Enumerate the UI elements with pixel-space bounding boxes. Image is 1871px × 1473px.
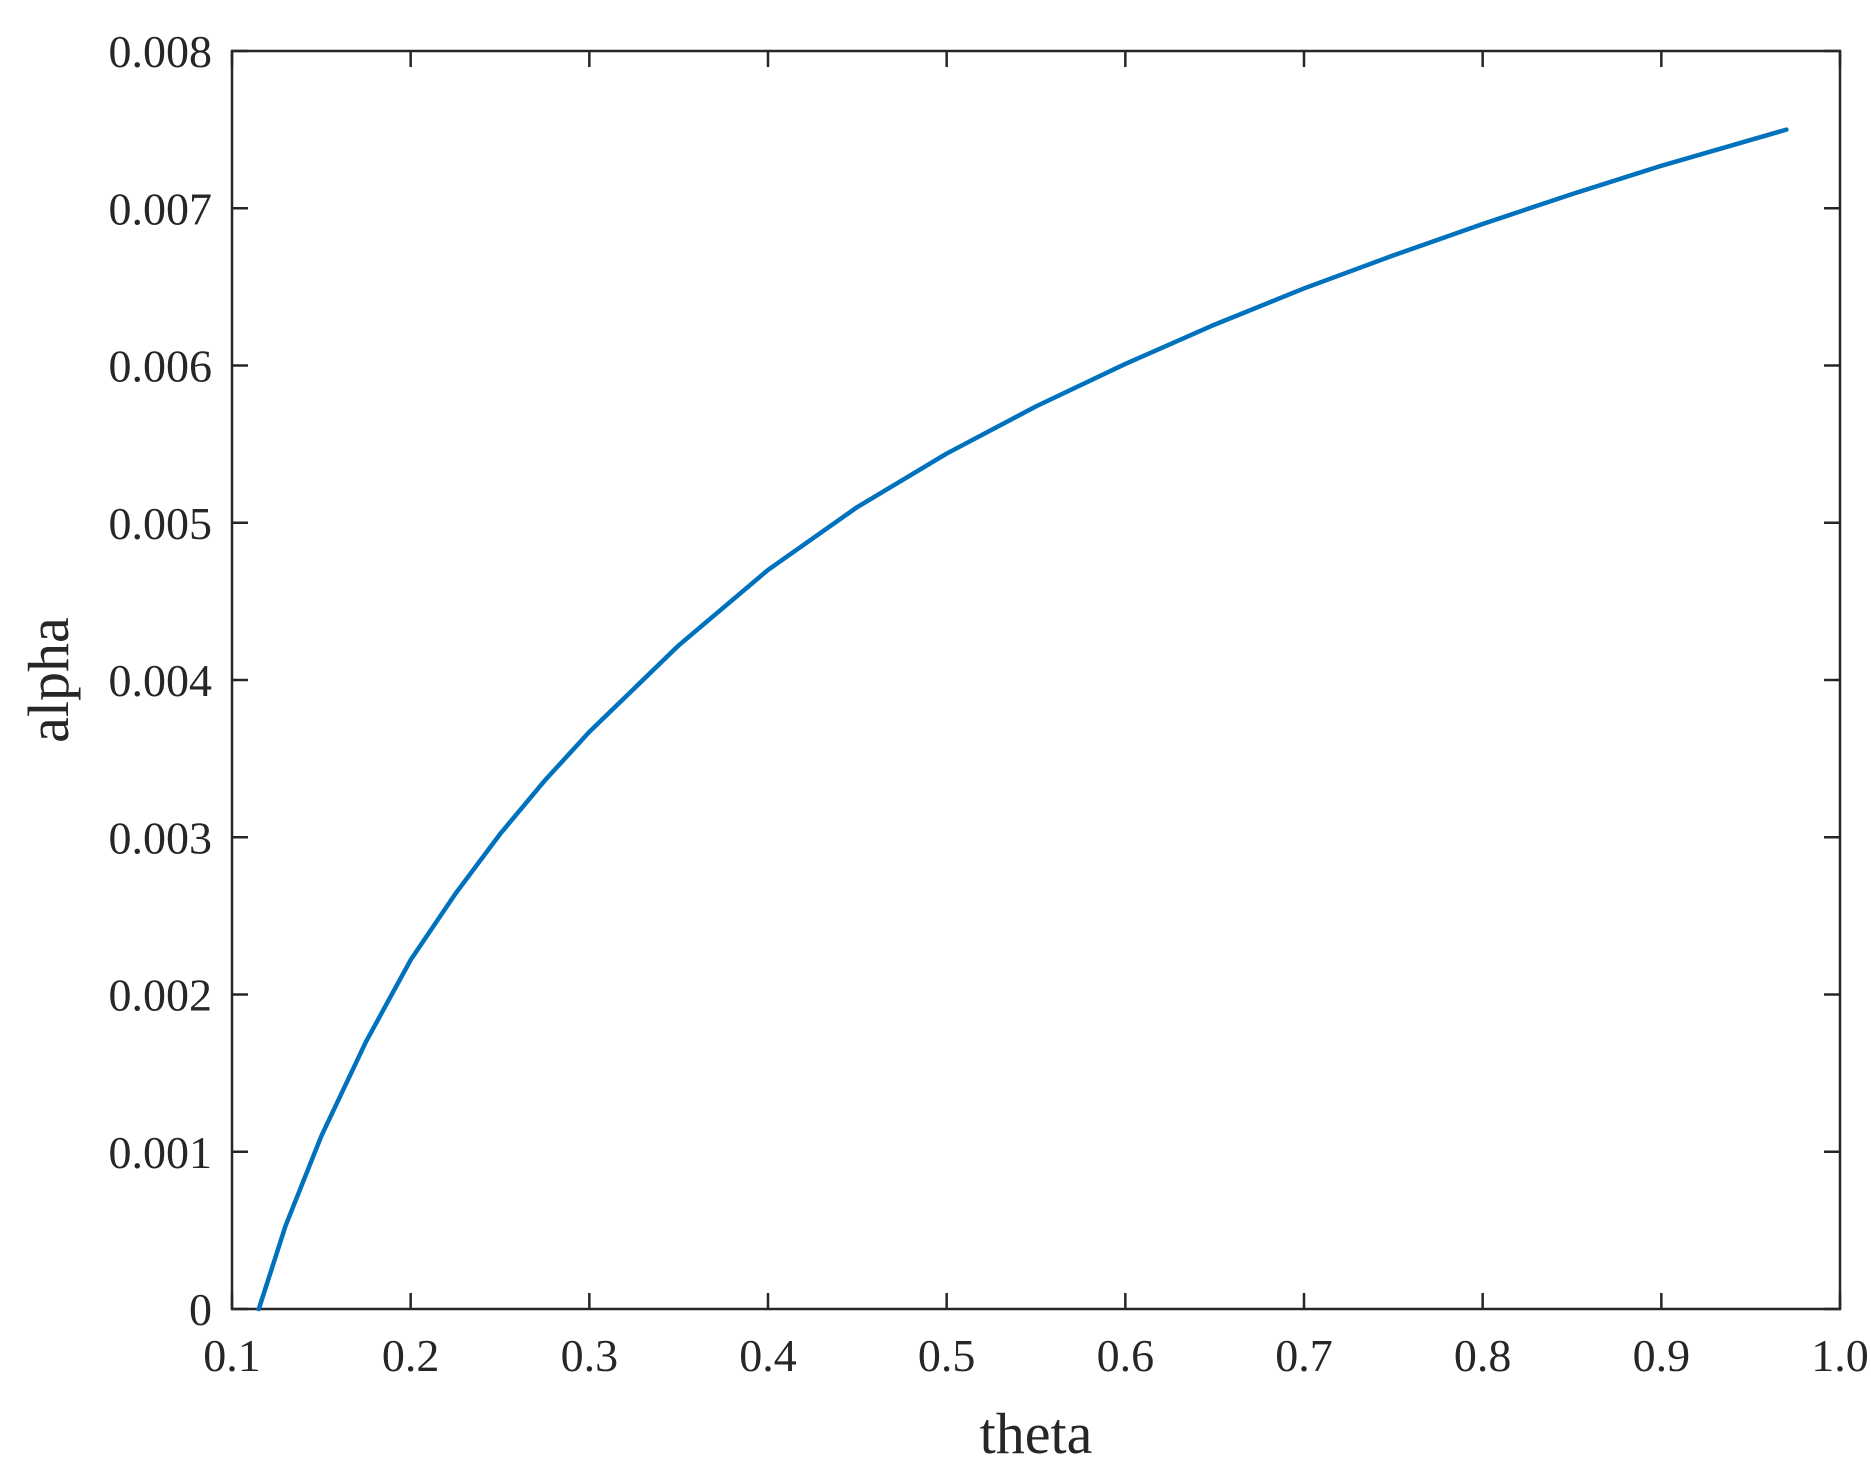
series-line — [256, 127, 1789, 1312]
y-tick-label: 0.001 — [109, 1127, 213, 1178]
x-tick-label: 1.0 — [1811, 1330, 1869, 1381]
y-tick-label: 0.007 — [109, 183, 213, 234]
x-tick-label: 0.9 — [1633, 1330, 1691, 1381]
series-layer — [256, 127, 1789, 1312]
x-tick-label: 0.3 — [561, 1330, 619, 1381]
y-axis-title: alpha — [16, 617, 81, 743]
y-tick-label: 0.002 — [109, 970, 213, 1021]
x-tick-label: 0.5 — [918, 1330, 976, 1381]
y-tick-label: 0.008 — [109, 26, 213, 77]
y-tick-label: 0 — [189, 1284, 212, 1335]
y-axis: 0 0.001 0.002 0.003 0.004 0.005 0.006 0.007 0.00… — [109, 26, 1840, 1335]
y-tick-label: 0.004 — [109, 655, 213, 706]
x-axis: 0.1 0.2 0.3 0.4 0.5 0.6 0.7 0.8 0.9 1.0 — [203, 51, 1869, 1381]
x-tick-label: 0.1 — [203, 1330, 261, 1381]
x-tick-label: 0.6 — [1097, 1330, 1155, 1381]
x-tick-label: 0.4 — [739, 1330, 797, 1381]
y-tick-label: 0.005 — [109, 498, 213, 549]
y-tick-label: 0.003 — [109, 812, 213, 863]
plot-area — [230, 49, 1842, 1311]
x-tick-label: 0.7 — [1275, 1330, 1333, 1381]
x-tick-label: 0.2 — [382, 1330, 440, 1381]
x-tick-label: 0.8 — [1454, 1330, 1512, 1381]
y-tick-label: 0.006 — [109, 341, 213, 392]
x-axis-title: theta — [980, 1401, 1093, 1466]
